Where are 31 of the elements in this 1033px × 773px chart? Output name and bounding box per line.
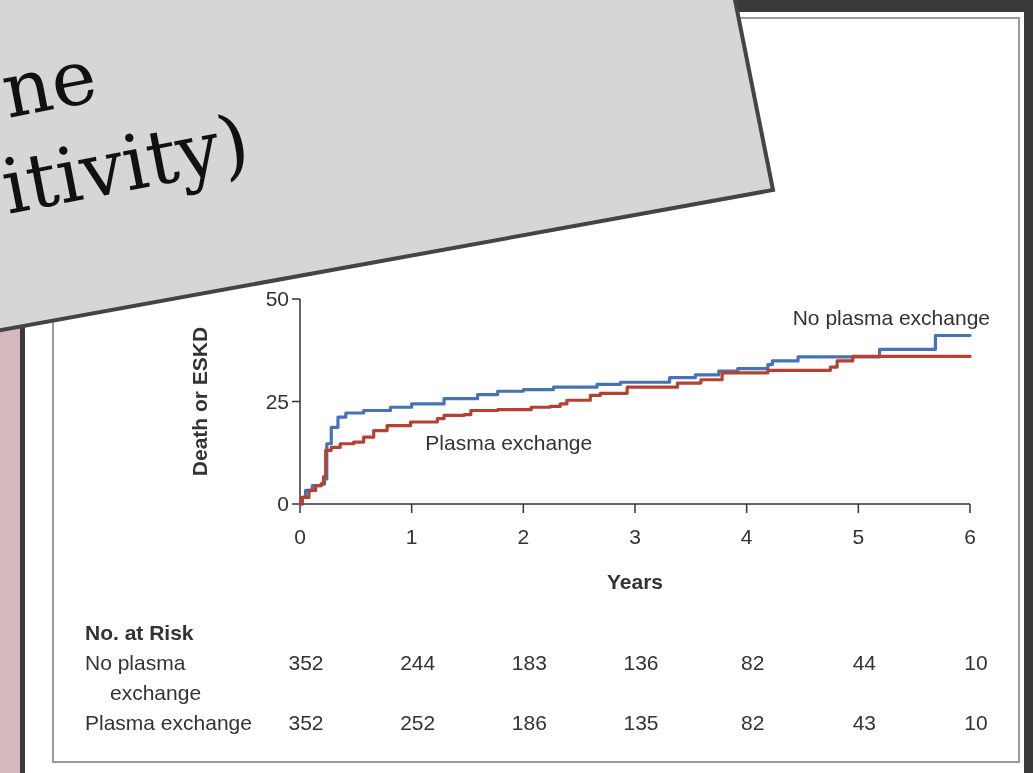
y-tick-label: 0 [277,492,289,516]
text: 82 [740,711,765,734]
text: 135 [623,711,659,734]
series-label: Plasma exchange [425,431,593,454]
x-tick-label: 1 [405,525,418,548]
text: 244 [400,651,436,674]
text: 352 [288,651,324,674]
category-label: No plasma exchange [85,651,202,704]
text: 43 [852,711,877,734]
text: 82 [740,651,765,674]
x-axis-title: Years [606,570,664,593]
text: 352 [288,711,324,734]
x-tick-label: 4 [740,525,753,548]
text: 186 [511,711,547,734]
y-tick-label: 25 [265,389,289,413]
text: 183 [511,651,547,674]
x-tick-label: 5 [852,525,865,548]
y-tick-label: 50 [265,287,289,311]
x-tick-label: 6 [964,525,976,548]
text: 10 [964,651,988,674]
text: 10 [964,711,988,734]
text: 44 [852,651,877,674]
series-label: No plasma exchange [792,306,990,330]
text: No. at Risk [85,621,194,644]
x-tick-label: 3 [629,525,641,548]
text: 136 [623,651,659,674]
y-axis-title: Death or ESKD [188,326,211,477]
x-tick-label: 2 [517,525,530,548]
category-label: Plasma exchange [85,711,252,734]
text: 252 [400,711,436,734]
x-tick-label: 0 [294,525,306,548]
